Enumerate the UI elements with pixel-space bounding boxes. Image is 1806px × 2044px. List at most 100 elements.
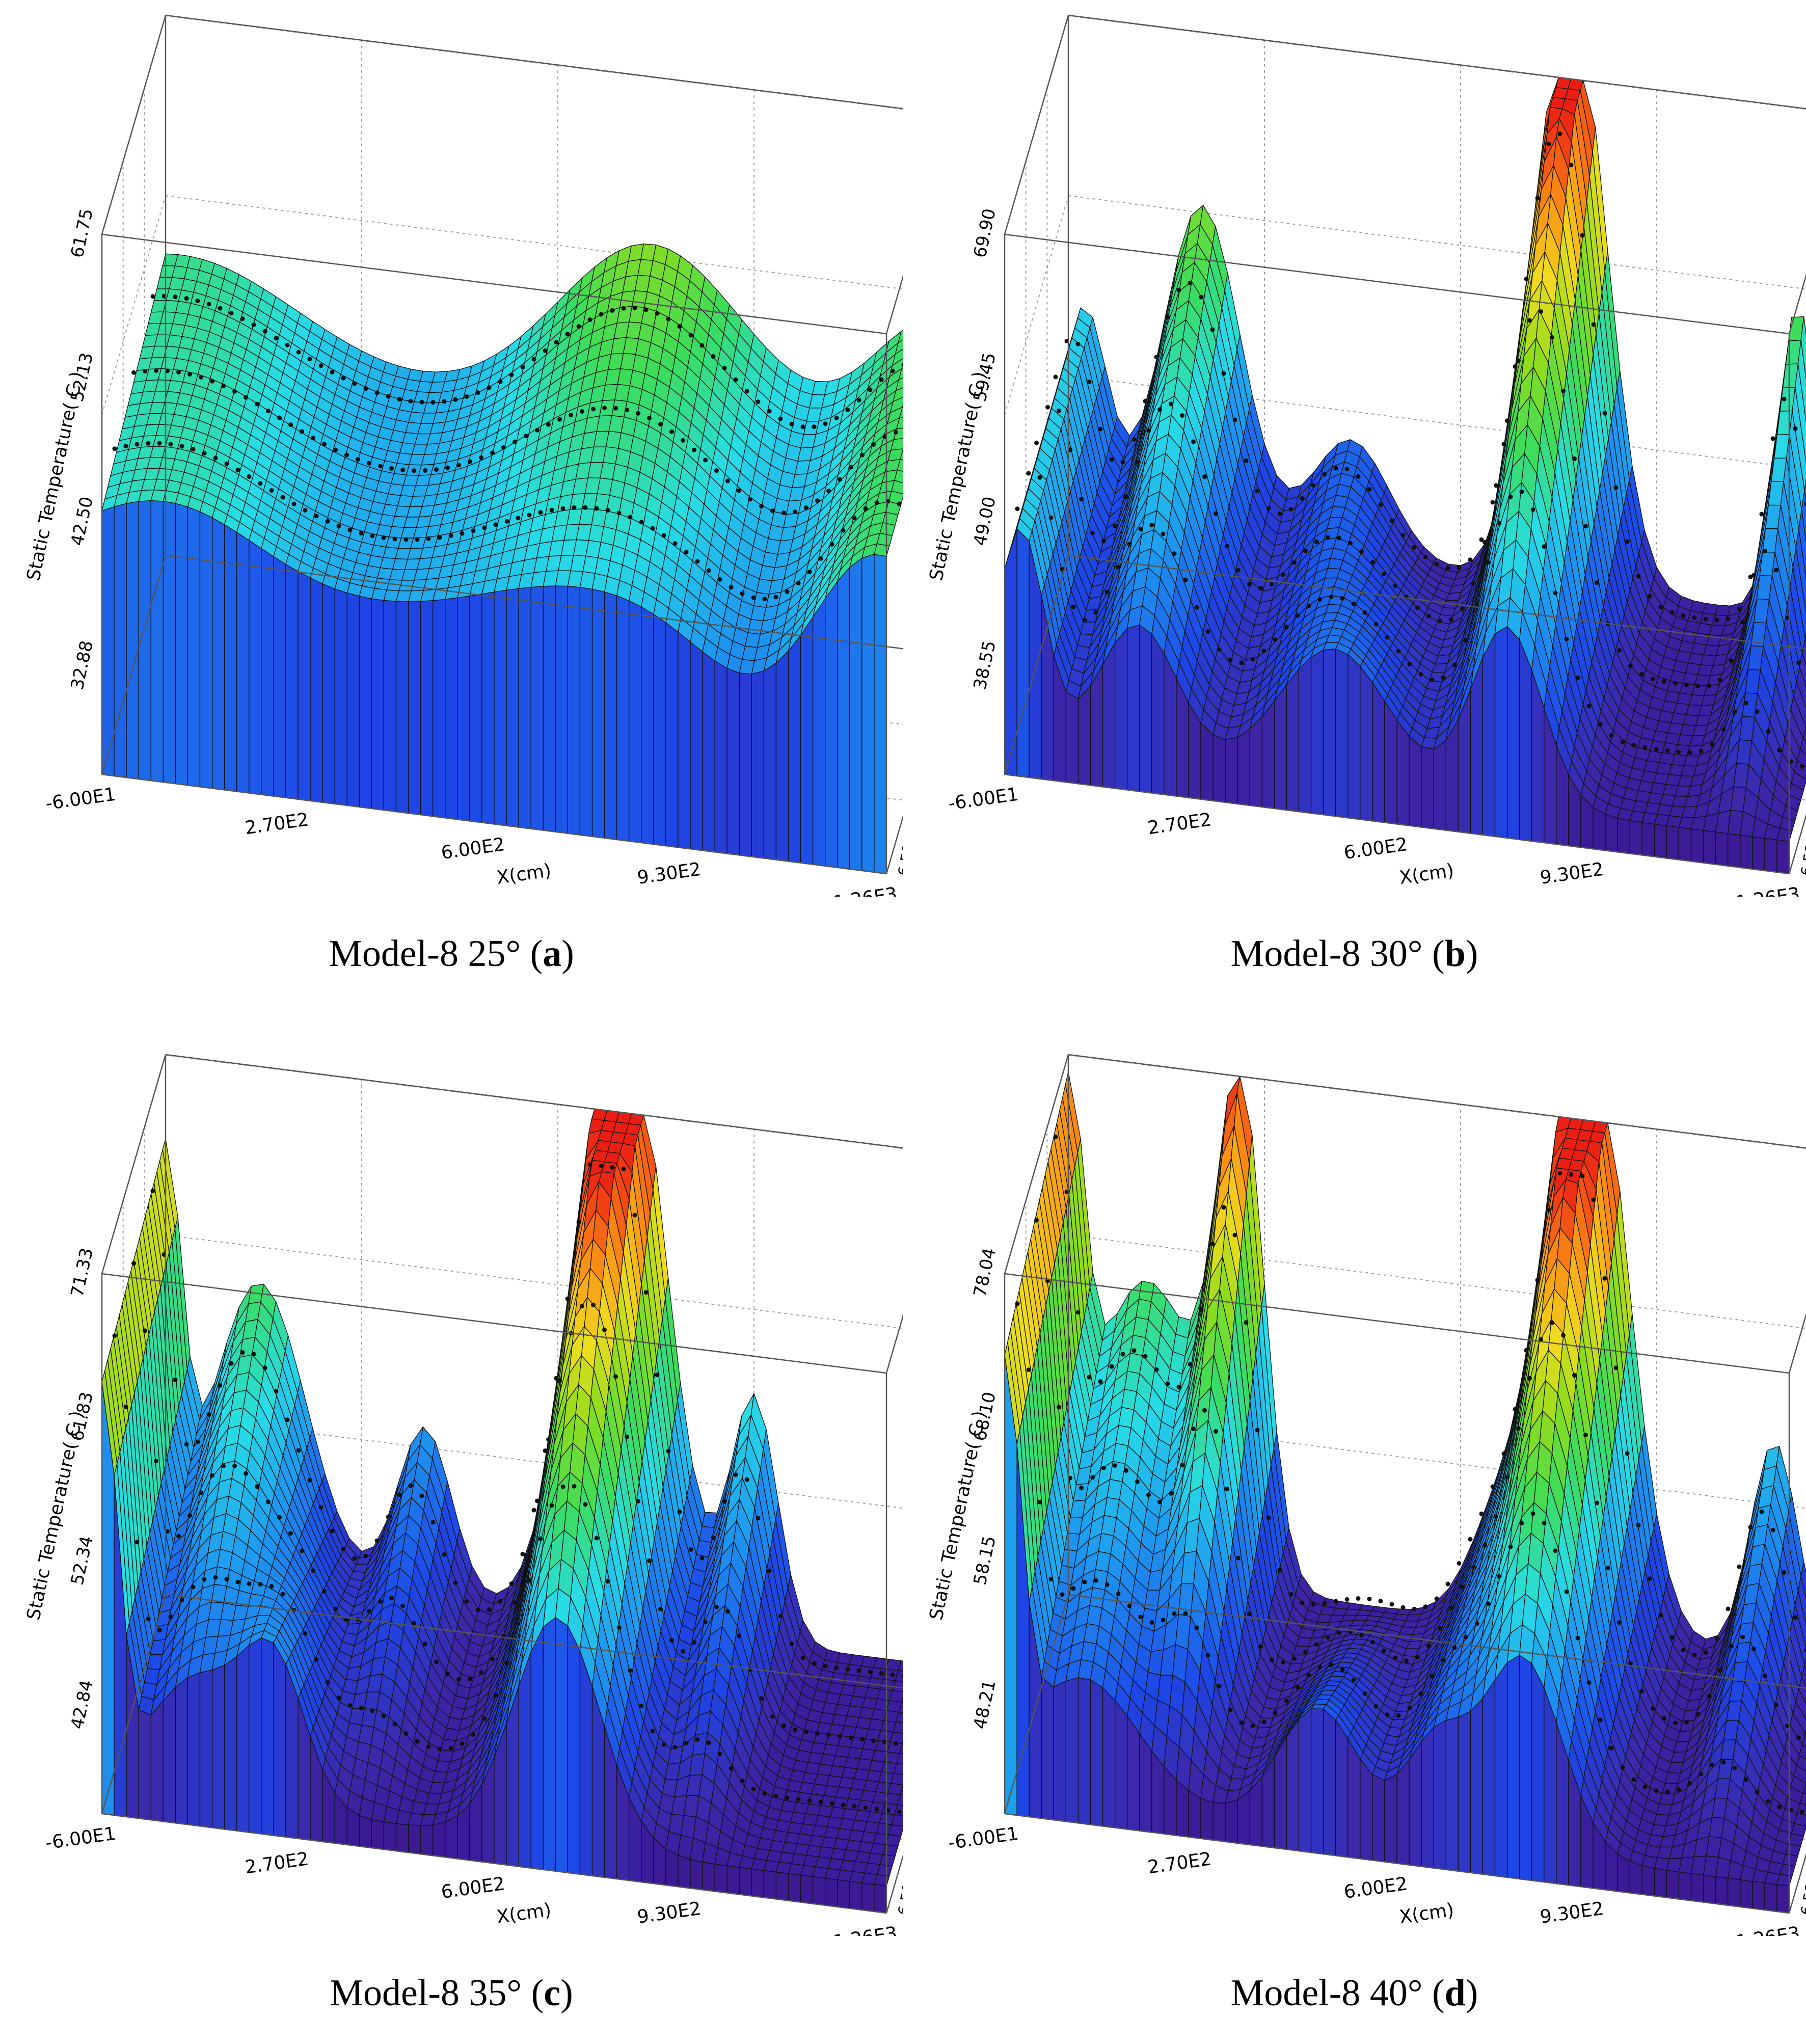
marker-dot (498, 379, 503, 384)
skirt-cell (199, 1669, 213, 1828)
marker-dot (818, 556, 823, 561)
skirt-cell (591, 588, 605, 839)
marker-dot (1737, 606, 1742, 611)
marker-dot (1684, 682, 1689, 687)
skirt-cell (1666, 825, 1680, 860)
skirt-cell (726, 667, 740, 856)
marker-dot (1295, 613, 1300, 618)
skirt-cell (825, 580, 838, 868)
skirt-cell (678, 631, 691, 850)
z-tick-label: 42.50 (67, 495, 97, 548)
marker-dot (1557, 131, 1562, 137)
skirt-cell (249, 1637, 262, 1835)
marker-dot (288, 422, 293, 427)
marker-dot (251, 322, 256, 327)
marker-dot (1266, 506, 1271, 511)
marker-dot (894, 430, 898, 435)
surface-cell (899, 407, 903, 418)
marker-dot (157, 1628, 162, 1633)
marker-dot (493, 522, 498, 527)
surface-cell (898, 367, 903, 380)
skirt-cell (543, 1617, 556, 1872)
marker-dot (347, 527, 353, 532)
skirt-cell (518, 586, 531, 829)
marker-dot (1236, 568, 1241, 573)
marker-dot (1048, 515, 1054, 520)
marker-dot (403, 537, 409, 542)
marker-dot (179, 444, 184, 449)
marker-dot (1426, 613, 1431, 618)
skirt-cell (1372, 681, 1385, 823)
marker-dot (1311, 483, 1316, 488)
caption-a: Model-8 25° (a) (329, 933, 574, 975)
marker-dot (1639, 672, 1644, 677)
x-tick-label: 6.00E2 (440, 834, 506, 864)
marker-dot (1344, 467, 1350, 472)
marker-dot (1598, 722, 1603, 727)
skirt-cell (653, 613, 666, 846)
skirt-cell (678, 1854, 691, 1889)
marker-dot (1583, 524, 1588, 529)
skirt-cell (1776, 839, 1790, 874)
skirt-cell (739, 673, 752, 857)
skirt-cell (175, 1677, 188, 1825)
marker-dot (1539, 309, 1543, 314)
surface-cell (1799, 653, 1806, 688)
skirt-cell (1690, 828, 1704, 864)
marker-dot (1239, 660, 1244, 665)
surface-cell (876, 1864, 893, 1877)
marker-dot (191, 447, 196, 452)
marker-dot (1232, 417, 1237, 422)
x-tick-label: -6.00E1 (44, 784, 117, 815)
marker-dot (897, 501, 902, 506)
marker-dot (1143, 398, 1148, 404)
marker-dot (520, 365, 525, 370)
surface-cell (896, 378, 903, 391)
marker-dot (1314, 540, 1319, 545)
marker-dot (546, 422, 551, 427)
grid-line (165, 195, 903, 290)
marker-dot (554, 340, 559, 345)
marker-dot (1793, 426, 1798, 431)
marker-dot (703, 458, 708, 463)
marker-dot (232, 389, 237, 394)
marker-dot (591, 407, 596, 412)
marker-dot (490, 450, 495, 455)
marker-dot (123, 444, 128, 449)
skirt-cell (371, 1819, 385, 1850)
marker-dot (1482, 540, 1487, 545)
box-edge (1004, 773, 1790, 875)
skirt-cell (273, 1642, 286, 1838)
surface-cell (900, 1785, 903, 1796)
marker-dot (280, 1592, 285, 1597)
skirt-cell (1764, 838, 1777, 873)
box-edge (101, 233, 887, 335)
marker-dot (1527, 318, 1532, 323)
skirt-cell (395, 601, 409, 814)
surface-skirt (101, 500, 887, 874)
marker-dot (1474, 602, 1479, 607)
marker-dot (524, 434, 528, 439)
marker-dot (184, 296, 189, 301)
marker-dot (1721, 727, 1726, 732)
marker-dot (677, 324, 682, 329)
marker-dot (504, 519, 509, 524)
marker-dot (613, 406, 618, 411)
marker-dot (202, 1577, 207, 1582)
marker-dot (1575, 675, 1580, 680)
skirt-cell (187, 506, 201, 788)
marker-dot (322, 442, 327, 447)
marker-dot (658, 422, 663, 427)
marker-dot (699, 343, 705, 348)
marker-dot (1628, 663, 1633, 668)
marker-dot (781, 510, 786, 516)
marker-dot (1183, 577, 1188, 582)
skirt-cell (616, 595, 630, 842)
marker-dot (1303, 548, 1308, 553)
skirt-cell (1421, 746, 1434, 829)
box-edge (1068, 14, 1806, 110)
marker-dot (423, 468, 427, 473)
marker-dot (1407, 661, 1412, 666)
marker-dot (419, 399, 424, 405)
marker-dot (1595, 580, 1599, 585)
